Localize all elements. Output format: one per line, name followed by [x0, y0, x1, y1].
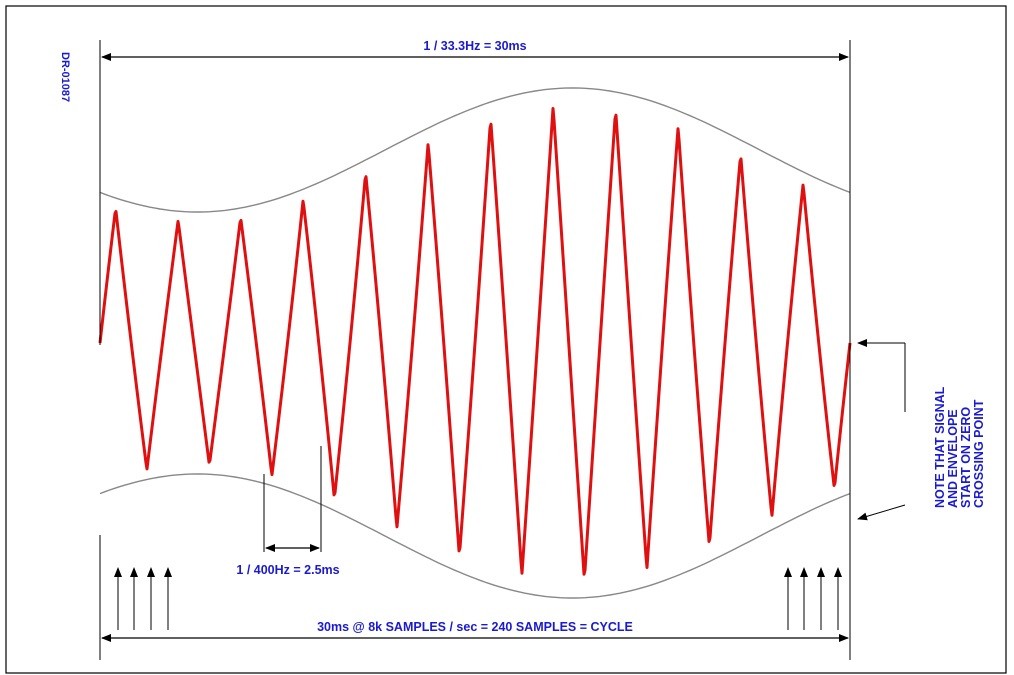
sample-arrows-right — [784, 567, 842, 630]
drawing-frame — [5, 5, 1007, 674]
drawing-number: DR-01087 — [59, 52, 71, 102]
period-dimension-label: 1 / 400Hz = 2.5ms — [236, 563, 339, 577]
note-leader-envelope — [857, 504, 906, 521]
lower-envelope — [99, 473, 851, 599]
upper-envelope — [99, 87, 851, 213]
note-line-4: NOTE THAT SIGNAL — [933, 386, 947, 508]
bottom-dimension-label: 30ms @ 8k SAMPLES / sec = 240 SAMPLES = … — [317, 620, 633, 634]
am-signal-waveform — [98, 107, 852, 576]
sample-arrows-left — [114, 567, 172, 630]
zero-crossing-note: CROSSING POINT START ON ZERO AND ENVELOP… — [933, 386, 986, 508]
note-line-3: AND ENVELOPE — [946, 409, 960, 508]
note-line-2: START ON ZERO — [959, 407, 973, 508]
top-dimension-label: 1 / 33.3Hz = 30ms — [423, 39, 526, 53]
note-line-1: CROSSING POINT — [972, 399, 986, 508]
